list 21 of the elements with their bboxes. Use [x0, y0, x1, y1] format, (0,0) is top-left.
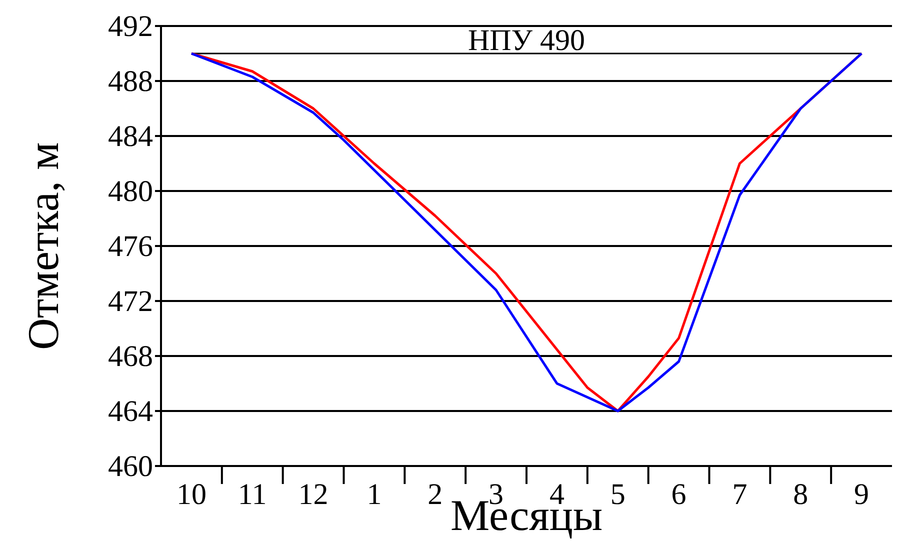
x-tick-label: 10	[176, 478, 206, 511]
x-tick-label: 8	[793, 478, 808, 511]
x-tick-label: 9	[854, 478, 870, 511]
x-tick-label: 7	[732, 478, 748, 511]
y-tick-label: 488	[108, 65, 153, 98]
y-tick-label: 464	[108, 395, 153, 428]
x-tick-label: 11	[238, 478, 267, 511]
x-tick-label: 6	[671, 478, 686, 511]
x-tick-label: 5	[610, 478, 626, 511]
y-tick-label: 476	[108, 230, 153, 263]
y-axis-title: Отметка, м	[19, 142, 68, 350]
y-tick-label: 480	[108, 175, 153, 208]
ref-line-label: НПУ 490	[468, 24, 586, 58]
y-tick-label: 484	[108, 120, 153, 153]
y-tick-label: 460	[108, 450, 153, 483]
y-tick-label: 468	[108, 340, 153, 373]
x-tick-label: 12	[298, 478, 328, 511]
x-tick-label: 2	[428, 478, 443, 511]
y-tick-label: 492	[108, 10, 153, 43]
x-tick-label: 1	[366, 478, 382, 511]
y-tick-label: 472	[108, 285, 153, 318]
